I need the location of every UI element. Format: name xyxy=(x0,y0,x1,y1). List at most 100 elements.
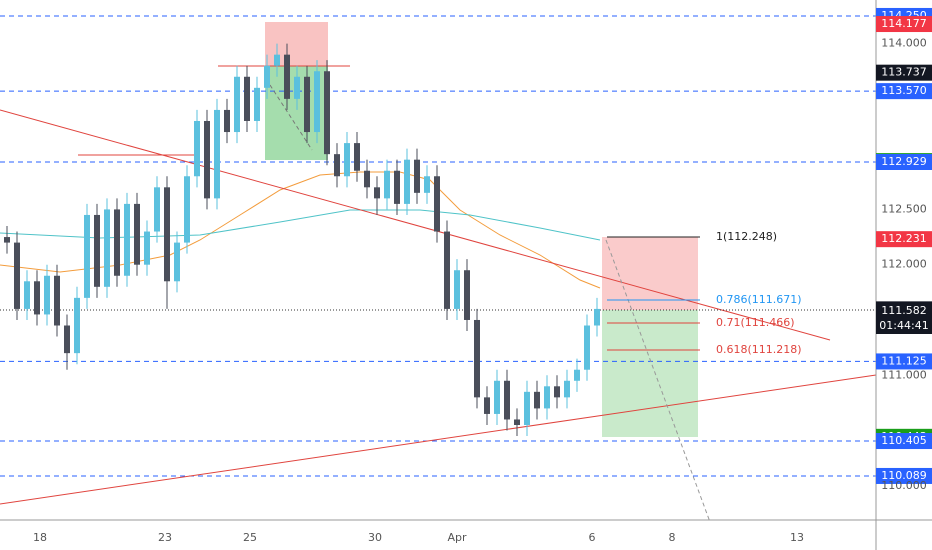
candle-body xyxy=(364,170,370,188)
candle-body xyxy=(354,143,360,171)
candle-body xyxy=(234,76,240,133)
fib-label: 0.786(111.671) xyxy=(716,293,802,306)
candle-body xyxy=(194,120,200,177)
candle-body xyxy=(274,54,280,66)
price-label: 113.570 xyxy=(881,84,927,97)
candle-body xyxy=(554,386,560,398)
price-label-box xyxy=(876,302,932,319)
candle-body xyxy=(4,237,10,243)
time-label: 23 xyxy=(158,531,172,544)
price-label: 111.125 xyxy=(881,354,927,367)
price-label: 110.000 xyxy=(881,479,927,492)
candle-body xyxy=(444,231,450,309)
price-label-box xyxy=(876,83,932,100)
projection xyxy=(605,239,711,523)
candle-body xyxy=(44,275,50,315)
candle-body xyxy=(404,159,410,204)
candle-body xyxy=(524,391,530,425)
candle-body xyxy=(454,270,460,309)
price-label: 111.000 xyxy=(881,368,927,381)
time-label: 6 xyxy=(589,531,596,544)
candle-body xyxy=(304,76,310,133)
price-label: 110.089 xyxy=(881,469,927,482)
candle-body xyxy=(284,54,290,99)
price-label: 112.000 xyxy=(881,258,927,271)
candle-body xyxy=(64,325,70,354)
time-label: 8 xyxy=(669,531,676,544)
candle-body xyxy=(184,176,190,243)
candle-body xyxy=(54,275,60,326)
price-label: 114.177 xyxy=(881,17,927,30)
price-label-box xyxy=(876,153,932,170)
candle-body xyxy=(544,386,550,409)
candle-body xyxy=(244,76,250,121)
candle-body xyxy=(114,209,120,276)
time-label: 18 xyxy=(33,531,47,544)
candle-body xyxy=(494,380,500,414)
target-zone xyxy=(602,310,698,437)
price-label: 112.929 xyxy=(881,155,927,168)
candle-body xyxy=(504,380,510,420)
candle-body xyxy=(584,325,590,370)
candle-body xyxy=(174,242,180,282)
candle-body xyxy=(594,308,600,326)
price-label: 112.231 xyxy=(881,232,927,245)
candle-body xyxy=(324,71,330,155)
candle-body xyxy=(394,170,400,204)
price-label: 113.737 xyxy=(881,66,927,79)
time-label: 30 xyxy=(368,531,382,544)
candle-body xyxy=(84,214,90,298)
countdown-box xyxy=(876,318,932,334)
candle-body xyxy=(264,65,270,88)
candle-body xyxy=(434,176,440,232)
candle-body xyxy=(534,391,540,409)
candle-body xyxy=(424,176,430,193)
candle-body xyxy=(224,109,230,133)
candle-body xyxy=(564,380,570,398)
candle-body xyxy=(214,109,220,199)
time-label: 13 xyxy=(790,531,804,544)
candle-body xyxy=(74,297,80,354)
candle-body xyxy=(144,231,150,265)
time-label: Apr xyxy=(447,531,467,544)
candle-body xyxy=(374,187,380,199)
candle-body xyxy=(154,187,160,232)
trend-line xyxy=(0,374,877,505)
price-label: 114.000 xyxy=(881,37,927,50)
price-label-box xyxy=(876,353,932,370)
candle-body xyxy=(484,397,490,414)
candle-body xyxy=(344,143,350,177)
price-label: 112.500 xyxy=(881,202,927,215)
price-label-box xyxy=(876,64,932,81)
projection xyxy=(269,84,313,151)
candle-body xyxy=(414,159,420,193)
candle-body xyxy=(104,209,110,287)
price-label-box xyxy=(876,433,932,450)
candle-body xyxy=(384,170,390,199)
fib-label: 1(112.248) xyxy=(716,230,777,243)
price-label-box xyxy=(876,16,932,33)
price-label: 111.582 xyxy=(881,304,927,317)
candle-body xyxy=(294,76,300,99)
candle-body xyxy=(464,270,470,320)
candle-body xyxy=(134,203,140,265)
price-label-box xyxy=(876,467,932,484)
candle-body xyxy=(334,154,340,177)
candle-body xyxy=(14,242,20,309)
candle-body xyxy=(574,369,580,381)
fib-label: 0.71(111.466) xyxy=(716,316,795,329)
candle-body xyxy=(204,120,210,199)
candle-body xyxy=(474,319,480,398)
time-label: 25 xyxy=(243,531,257,544)
price-axis xyxy=(876,0,932,550)
candle-body xyxy=(24,281,30,309)
candle-body xyxy=(34,281,40,315)
candle-body xyxy=(314,71,320,133)
candle-body xyxy=(164,187,170,282)
candle-body xyxy=(254,87,260,121)
fib-label: 0.618(111.218) xyxy=(716,343,802,356)
moving-average xyxy=(0,209,601,241)
countdown: 01:44:41 xyxy=(879,319,928,332)
candle-body xyxy=(514,419,520,425)
price-label: 110.405 xyxy=(881,434,927,447)
